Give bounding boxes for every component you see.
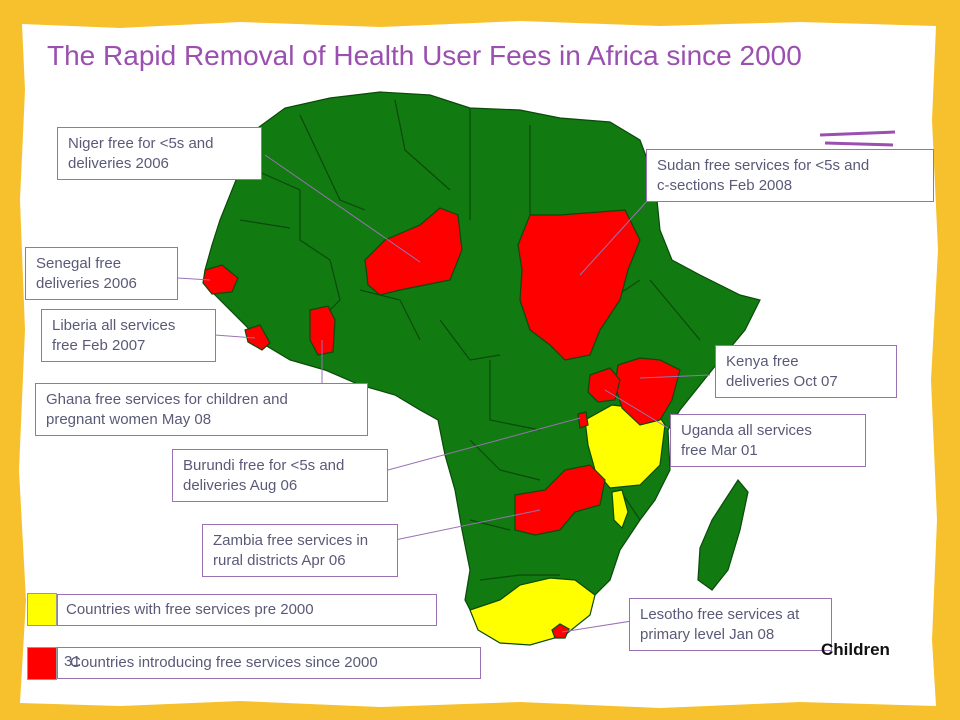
leader-liberia (214, 334, 256, 339)
brand-logo-text: Children (821, 640, 890, 659)
decorative-scribble (819, 130, 896, 147)
callout-line: pregnant women May 08 (46, 411, 212, 428)
country-zambia (514, 464, 606, 536)
callout-line: Senegal free (36, 255, 122, 272)
leader-sudan (579, 199, 649, 276)
callout-uganda: Uganda all services free Mar 01 (670, 414, 866, 467)
legend-label-since-2000: Countries introducing free services sinc… (57, 647, 481, 679)
legend-label-pre-2000: Countries with free services pre 2000 (57, 594, 437, 626)
country-malawi (611, 489, 629, 530)
callout-line: primary level Jan 08 (640, 626, 775, 643)
legend-swatch-yellow (27, 593, 57, 626)
leader-zambia (394, 509, 541, 541)
callout-line: rural districts Apr 06 (213, 552, 346, 569)
country-lesotho (551, 623, 570, 639)
leader-kenya (639, 374, 711, 379)
callout-liberia: Liberia all services free Feb 2007 (41, 309, 216, 362)
leader-senegal (177, 277, 211, 281)
callout-line: c-sections Feb 2008 (657, 177, 793, 194)
callout-line: Kenya free (726, 353, 799, 370)
callout-zambia: Zambia free services in rural districts … (202, 524, 398, 577)
callout-sudan: Sudan free services for <5s and c-sectio… (646, 149, 934, 202)
country-uganda (587, 367, 621, 403)
callout-line: Zambia free services in (213, 532, 369, 549)
callout-niger: Niger free for <5s and deliveries 2006 (57, 127, 262, 180)
callout-line: deliveries 2006 (36, 275, 137, 292)
slide-title: The Rapid Removal of Health User Fees in… (47, 40, 802, 71)
callout-burundi: Burundi free for <5s and deliveries Aug … (172, 449, 388, 502)
country-ghana (309, 305, 336, 356)
callout-ghana: Ghana free services for children and pre… (35, 383, 368, 436)
callout-leader-lines (177, 154, 711, 633)
country-liberia (244, 324, 271, 351)
callout-senegal: Senegal free deliveries 2006 (25, 247, 178, 300)
callout-line: Liberia all services (52, 317, 176, 334)
callout-line: Ghana free services for children and (46, 391, 288, 408)
slide-number: 31 (64, 653, 81, 670)
leader-burundi (387, 417, 581, 471)
madagascar (697, 478, 749, 591)
callout-line: free Feb 2007 (52, 337, 146, 354)
callout-kenya: Kenya free deliveries Oct 07 (715, 345, 897, 398)
callout-line: Burundi free for <5s and (183, 457, 345, 474)
callout-line: deliveries Oct 07 (726, 373, 838, 390)
callout-line: Uganda all services (681, 422, 812, 439)
callout-line: deliveries Aug 06 (183, 477, 298, 494)
country-kenya (614, 357, 681, 426)
callout-line: Niger free for <5s and (68, 135, 214, 152)
callout-line: Sudan free services for <5s and (657, 157, 870, 174)
callout-line: Lesotho free services at (640, 606, 800, 623)
country-burundi (577, 411, 589, 429)
leader-lesotho (561, 619, 639, 633)
callout-lesotho: Lesotho free services at primary level J… (629, 598, 832, 651)
leader-uganda (604, 389, 669, 429)
legend-swatch-red (27, 647, 57, 680)
callout-line: deliveries 2006 (68, 155, 169, 172)
country-senegal (202, 264, 239, 295)
leader-niger (264, 154, 421, 263)
callout-line: free Mar 01 (681, 442, 758, 459)
country-niger (364, 207, 463, 296)
